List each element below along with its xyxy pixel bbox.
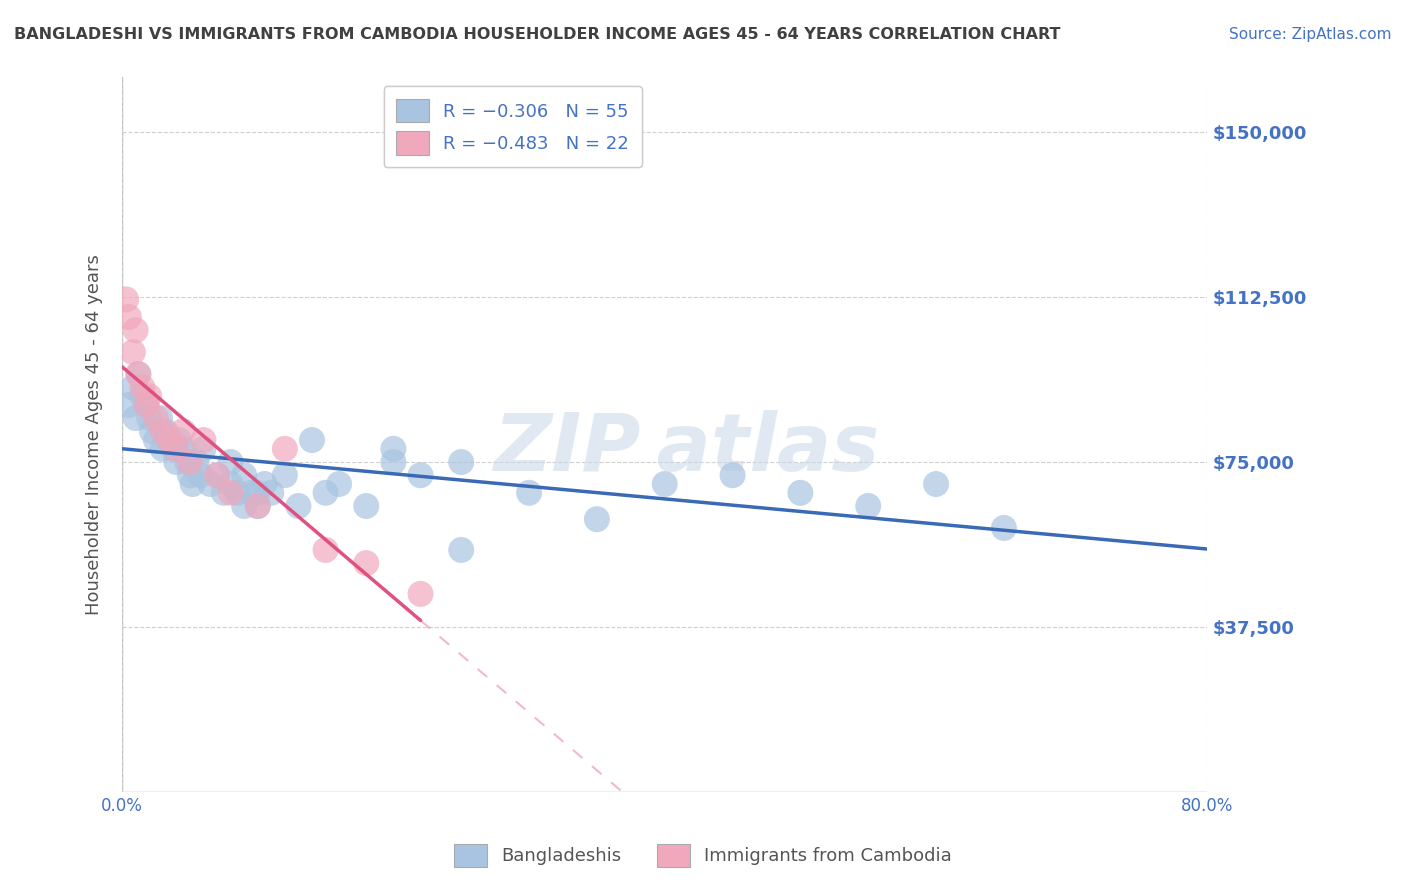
Point — [131, 389, 153, 403]
Legend: R = −0.306   N = 55, R = −0.483   N = 22: R = −0.306 N = 55, R = −0.483 N = 22 — [384, 87, 641, 167]
Point — [159, 433, 181, 447]
Point — [172, 442, 194, 456]
Point — [190, 468, 212, 483]
Point — [315, 543, 337, 558]
Point — [212, 485, 235, 500]
Point — [124, 323, 146, 337]
Point — [127, 367, 149, 381]
Point — [226, 485, 249, 500]
Point — [186, 455, 208, 469]
Point — [152, 424, 174, 438]
Point — [167, 433, 190, 447]
Point — [654, 477, 676, 491]
Point — [246, 485, 269, 500]
Point — [328, 477, 350, 491]
Point — [382, 442, 405, 456]
Point — [517, 485, 540, 500]
Point — [118, 398, 141, 412]
Point — [193, 442, 215, 456]
Point — [172, 424, 194, 438]
Point — [179, 468, 201, 483]
Point — [115, 293, 138, 307]
Point — [246, 499, 269, 513]
Point — [145, 433, 167, 447]
Point — [138, 389, 160, 403]
Legend: Bangladeshis, Immigrants from Cambodia: Bangladeshis, Immigrants from Cambodia — [447, 837, 959, 874]
Point — [179, 455, 201, 469]
Point — [450, 543, 472, 558]
Point — [354, 556, 377, 570]
Point — [246, 499, 269, 513]
Point — [122, 380, 145, 394]
Point — [138, 411, 160, 425]
Point — [181, 477, 204, 491]
Point — [200, 477, 222, 491]
Point — [253, 477, 276, 491]
Point — [118, 310, 141, 324]
Point — [127, 367, 149, 381]
Point — [233, 499, 256, 513]
Point — [993, 521, 1015, 535]
Point — [219, 477, 242, 491]
Point — [233, 468, 256, 483]
Point — [176, 455, 198, 469]
Point — [152, 442, 174, 456]
Point — [145, 411, 167, 425]
Point — [789, 485, 811, 500]
Point — [135, 398, 157, 412]
Point — [122, 345, 145, 359]
Point — [315, 485, 337, 500]
Point — [193, 433, 215, 447]
Point — [409, 468, 432, 483]
Point — [159, 433, 181, 447]
Point — [925, 477, 948, 491]
Point — [239, 485, 262, 500]
Point — [165, 455, 187, 469]
Point — [155, 424, 177, 438]
Point — [586, 512, 609, 526]
Point — [354, 499, 377, 513]
Point — [721, 468, 744, 483]
Point — [162, 442, 184, 456]
Point — [141, 424, 163, 438]
Point — [124, 411, 146, 425]
Point — [409, 587, 432, 601]
Point — [260, 485, 283, 500]
Point — [301, 433, 323, 447]
Point — [274, 442, 297, 456]
Point — [858, 499, 880, 513]
Point — [135, 398, 157, 412]
Point — [219, 455, 242, 469]
Point — [205, 468, 228, 483]
Point — [165, 442, 187, 456]
Point — [205, 468, 228, 483]
Point — [287, 499, 309, 513]
Point — [450, 455, 472, 469]
Point — [219, 485, 242, 500]
Text: BANGLADESHI VS IMMIGRANTS FROM CAMBODIA HOUSEHOLDER INCOME AGES 45 - 64 YEARS CO: BANGLADESHI VS IMMIGRANTS FROM CAMBODIA … — [14, 27, 1060, 42]
Point — [274, 468, 297, 483]
Point — [382, 455, 405, 469]
Y-axis label: Householder Income Ages 45 - 64 years: Householder Income Ages 45 - 64 years — [86, 254, 103, 615]
Point — [149, 411, 172, 425]
Text: ZIP atlas: ZIP atlas — [494, 409, 880, 488]
Point — [131, 380, 153, 394]
Text: Source: ZipAtlas.com: Source: ZipAtlas.com — [1229, 27, 1392, 42]
